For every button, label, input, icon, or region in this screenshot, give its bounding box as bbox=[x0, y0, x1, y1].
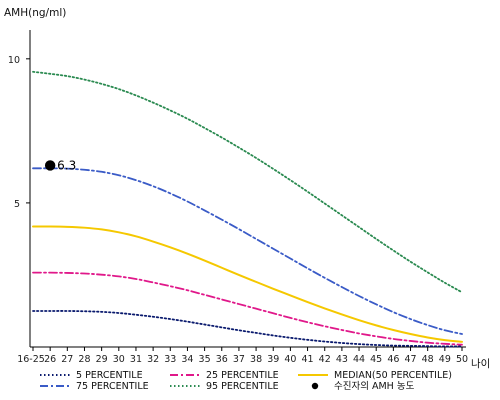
x-tick-label: 48 bbox=[422, 354, 434, 365]
legend-label: 25 PERCENTILE bbox=[206, 370, 279, 381]
x-tick-label: 33 bbox=[164, 354, 176, 365]
x-tick-label: 40 bbox=[284, 354, 296, 365]
series-lines bbox=[32, 70, 463, 348]
legend-swatch-patient-point bbox=[311, 382, 319, 390]
series-line-95-percentile bbox=[32, 70, 463, 294]
x-tick-label: 49 bbox=[439, 354, 451, 365]
series-line-25-percentile bbox=[32, 271, 463, 346]
legend-label: 수진자의 AMH 농도 bbox=[334, 381, 415, 392]
patient-amh-value-label: 6.3 bbox=[57, 158, 76, 172]
x-tick-label: 41 bbox=[302, 354, 314, 365]
x-tick-label: 35 bbox=[199, 354, 211, 365]
x-tick-label: 28 bbox=[78, 354, 90, 365]
legend-label: MEDIAN(50 PERCENTILE) bbox=[334, 370, 452, 381]
x-tick-label: 46 bbox=[387, 354, 399, 365]
x-axis-label: 나이 bbox=[471, 358, 490, 370]
legend-label: 5 PERCENTILE bbox=[76, 370, 143, 381]
y-axis-label: AMH(ng/ml) bbox=[4, 7, 66, 19]
x-tick-label: 26 bbox=[44, 354, 56, 365]
x-tick-label: 27 bbox=[61, 354, 73, 365]
legend-label: 95 PERCENTILE bbox=[206, 381, 279, 392]
x-tick-label: 30 bbox=[113, 354, 125, 365]
series-line-median-50-percentile bbox=[32, 225, 463, 343]
x-tick-label: 34 bbox=[181, 354, 193, 365]
x-tick-label: 44 bbox=[353, 354, 365, 365]
patient-points: 6.3 bbox=[44, 158, 76, 172]
x-tick-label: 47 bbox=[404, 354, 416, 365]
y-ticks: 5 10 bbox=[8, 55, 30, 210]
x-tick-label: 45 bbox=[370, 354, 382, 365]
y-tick-label: 10 bbox=[8, 55, 20, 66]
x-tick-label: 39 bbox=[267, 354, 279, 365]
x-tick-label: 36 bbox=[216, 354, 228, 365]
axes: AMH(ng/ml) 나이 bbox=[4, 7, 490, 370]
x-tick-label: 31 bbox=[130, 354, 142, 365]
series-line-75-percentile bbox=[32, 167, 463, 335]
patient-amh-point bbox=[44, 160, 56, 171]
x-tick-label: 43 bbox=[336, 354, 348, 365]
y-tick-label: 5 bbox=[14, 199, 20, 210]
x-tick-label: 16-25 bbox=[17, 354, 45, 365]
legend: 5 PERCENTILE 25 PERCENTILE MEDIAN(50 PERCE… bbox=[40, 370, 452, 392]
x-tick-label: 29 bbox=[96, 354, 108, 365]
x-tick-label: 50 bbox=[456, 354, 468, 365]
legend-label: 75 PERCENTILE bbox=[76, 381, 149, 392]
series-line-5-percentile bbox=[32, 310, 463, 348]
x-ticks: 16-25 26 27 28 29 30 31 32 33 34 35 36 37 38 39 40 41 42 4… bbox=[17, 347, 468, 365]
x-tick-label: 42 bbox=[319, 354, 331, 365]
x-tick-label: 37 bbox=[233, 354, 245, 365]
x-tick-label: 38 bbox=[250, 354, 262, 365]
x-tick-label: 32 bbox=[147, 354, 159, 365]
